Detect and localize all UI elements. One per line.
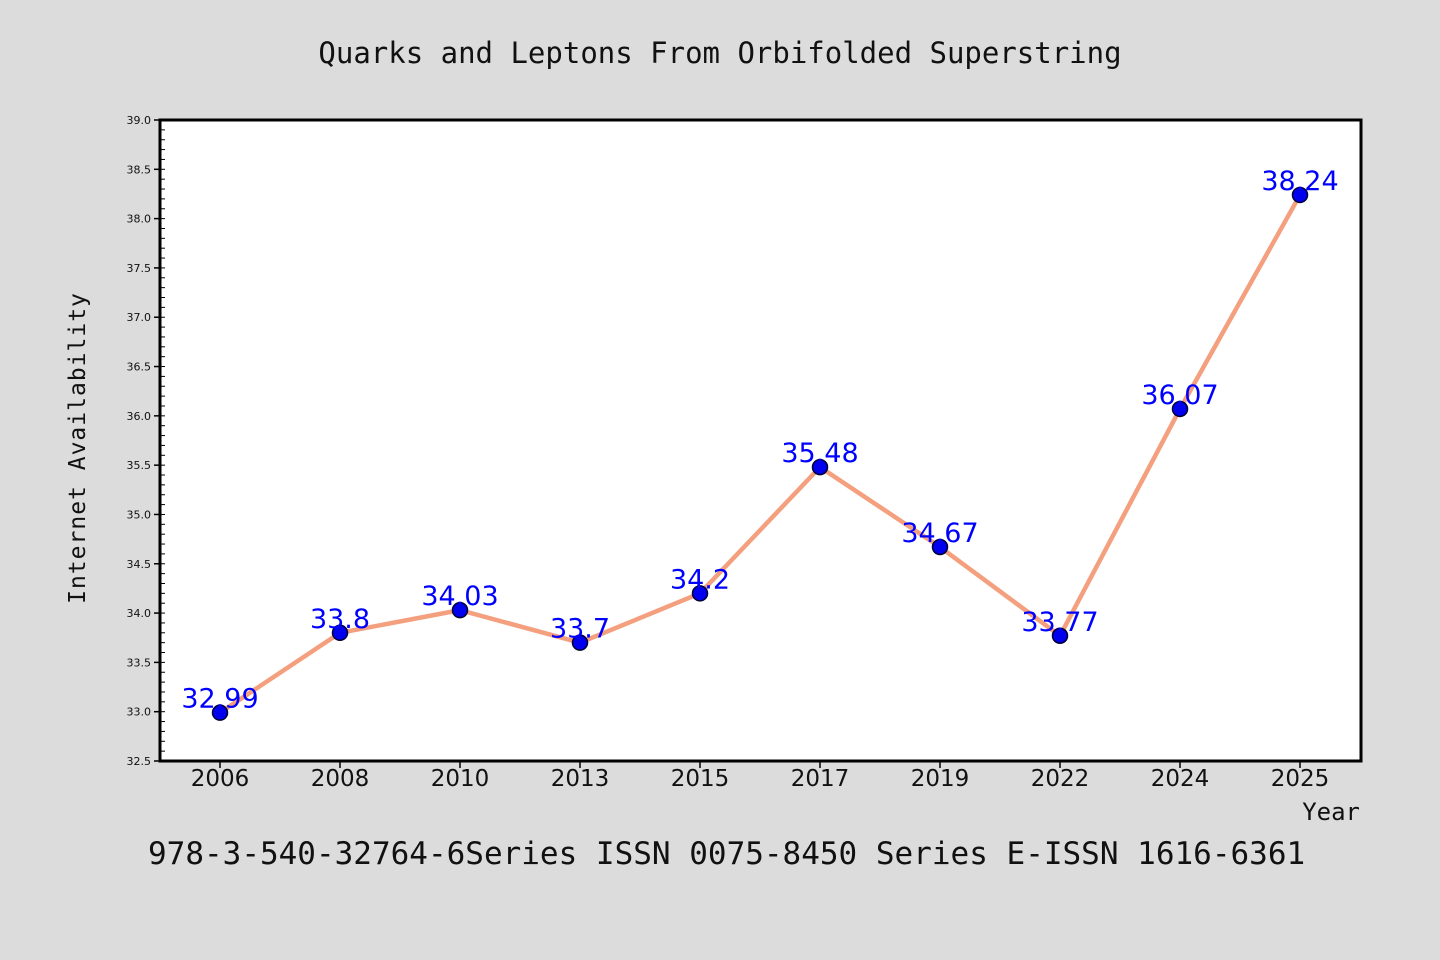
y-tick-label: 37.5 (127, 262, 152, 275)
data-label: 34.67 (901, 518, 978, 549)
data-label: 33.7 (550, 614, 610, 645)
x-tick-label: 2013 (551, 766, 610, 792)
x-axis-label: Year (1302, 798, 1360, 826)
x-tick-label: 2019 (911, 766, 970, 792)
data-point (331, 624, 349, 642)
y-tick-label: 32.5 (127, 755, 152, 768)
x-tick-label: 2006 (191, 766, 250, 792)
data-label: 34.2 (670, 564, 730, 595)
y-tick-label: 34.5 (127, 558, 152, 571)
y-tick-label: 34.0 (127, 607, 152, 620)
data-point (1291, 186, 1309, 204)
footer-text: 978-3-540-32764-6Series ISSN 0075-8450 S… (148, 836, 1305, 872)
y-tick-label: 37.0 (127, 311, 152, 324)
data-point (1051, 627, 1069, 645)
data-point (571, 634, 589, 651)
plot-area (158, 118, 1363, 763)
data-point (811, 458, 829, 476)
series-line (218, 193, 1302, 715)
y-tick-label: 35.0 (127, 508, 152, 521)
x-tick-label: 2017 (791, 766, 850, 792)
y-tick-label: 39.0 (127, 114, 152, 127)
x-axis: 2006 2008 2010 2013 2015 2017 2019 2022 2024 2025 (191, 761, 1330, 792)
x-tick-label: 2025 (1271, 766, 1330, 792)
data-point (1171, 400, 1189, 418)
y-tick-label: 36.0 (127, 410, 152, 423)
data-label: 34.03 (421, 581, 498, 612)
data-label: 32.99 (181, 684, 258, 715)
x-tick-label: 2015 (671, 766, 730, 792)
x-tick-label: 2008 (311, 766, 370, 792)
y-tick-label: 33.5 (127, 656, 152, 669)
y-tick-label: 38.0 (127, 213, 152, 226)
y-tick-label: 38.5 (127, 163, 152, 176)
x-tick-label: 2024 (1151, 766, 1210, 792)
series-markers (211, 186, 1309, 721)
data-label: 33.8 (310, 604, 370, 635)
data-label: 38.24 (1261, 166, 1338, 197)
data-label: 33.77 (1021, 607, 1098, 638)
y-tick-label: 35.5 (127, 459, 152, 472)
y-axis: 32.5 33.0 33.5 34.0 34.5 35.0 35.5 36.0 36.5 37.0… (127, 114, 165, 768)
y-tick-label: 33.0 (127, 706, 152, 719)
data-label: 36.07 (1141, 380, 1218, 411)
data-point (211, 704, 229, 721)
x-tick-label: 2010 (431, 766, 490, 792)
data-point (451, 601, 469, 619)
data-point (691, 585, 709, 602)
y-axis-label: Internet Availability (65, 292, 91, 604)
chart-title: Quarks and Leptons From Orbifolded Super… (318, 36, 1121, 70)
x-tick-label: 2022 (1031, 766, 1090, 792)
data-label: 35.48 (781, 438, 858, 469)
data-labels: 32.99 33.8 34.03 33.7 34.2 35.48 34.67 33.77 36.… (181, 166, 1338, 715)
data-point (931, 538, 949, 556)
y-tick-label: 36.5 (127, 361, 152, 374)
